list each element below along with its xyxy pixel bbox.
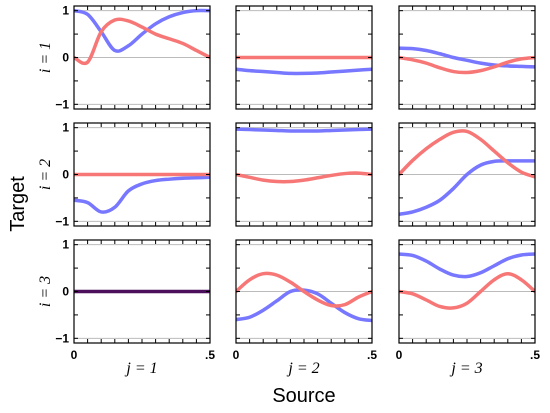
blue-series-line bbox=[236, 67, 372, 76]
y-tick-label: 0 bbox=[62, 285, 69, 299]
plot-area bbox=[74, 8, 210, 66]
column-label: j = 3 bbox=[449, 360, 482, 377]
red-series-line bbox=[399, 271, 535, 310]
x-axis-title: Source bbox=[272, 385, 335, 407]
plot-area bbox=[399, 129, 535, 217]
panel-i2-j3 bbox=[398, 122, 536, 227]
x-tick-label: 0 bbox=[233, 348, 240, 362]
y-tick-label: −1 bbox=[55, 97, 69, 111]
y-tick-label: 1 bbox=[62, 121, 69, 135]
x-tick-label: .5 bbox=[530, 348, 540, 362]
y-tick-label: 1 bbox=[62, 4, 69, 18]
panel-i1-j3 bbox=[398, 5, 536, 110]
blue-series-line bbox=[399, 46, 535, 69]
row-label: i = 1 bbox=[37, 42, 54, 73]
red-series-line bbox=[236, 271, 372, 308]
plot-area bbox=[236, 55, 372, 76]
plot-area bbox=[399, 46, 535, 75]
panel-i3-j3: 0.5 bbox=[396, 239, 540, 362]
x-tick-label: .5 bbox=[205, 348, 215, 362]
x-tick-label: 0 bbox=[71, 348, 78, 362]
panel-i1-j2 bbox=[235, 5, 373, 110]
plot-area bbox=[236, 127, 372, 184]
blue-series-line bbox=[236, 127, 372, 133]
panel-i3-j2: 0.5 bbox=[233, 239, 377, 362]
y-tick-label: −1 bbox=[55, 331, 69, 345]
y-tick-label: 0 bbox=[62, 168, 69, 182]
red-series-line bbox=[399, 129, 535, 179]
red-series-line bbox=[236, 171, 372, 184]
panel-i3-j1: 10−10.5 bbox=[55, 238, 215, 362]
y-tick-label: 1 bbox=[62, 238, 69, 252]
blue-series-line bbox=[399, 159, 535, 217]
column-label: j = 2 bbox=[286, 360, 319, 377]
red-series-line bbox=[74, 17, 210, 66]
panel-i1-j1: 1 0 −1 bbox=[55, 4, 211, 111]
blue-series-line bbox=[399, 252, 535, 279]
plot-area bbox=[236, 271, 372, 323]
blue-series-line bbox=[74, 175, 210, 214]
panel-i2-j2 bbox=[235, 122, 373, 227]
y-tick-label: −1 bbox=[55, 214, 69, 228]
row-label: i = 2 bbox=[37, 159, 54, 190]
plot-area bbox=[399, 252, 535, 310]
column-label: j = 1 bbox=[124, 360, 157, 377]
row-label: i = 3 bbox=[37, 276, 54, 307]
blue-series-line bbox=[74, 8, 210, 53]
y-tick-label: 0 bbox=[62, 51, 69, 65]
plot-area bbox=[74, 172, 210, 214]
panel-i2-j1: 1 0 −1 bbox=[55, 121, 211, 228]
x-tick-label: 0 bbox=[396, 348, 403, 362]
x-tick-label: .5 bbox=[367, 348, 377, 362]
red-series-line bbox=[399, 55, 535, 75]
y-axis-title: Target bbox=[7, 176, 29, 232]
blue-series-line bbox=[236, 288, 372, 323]
